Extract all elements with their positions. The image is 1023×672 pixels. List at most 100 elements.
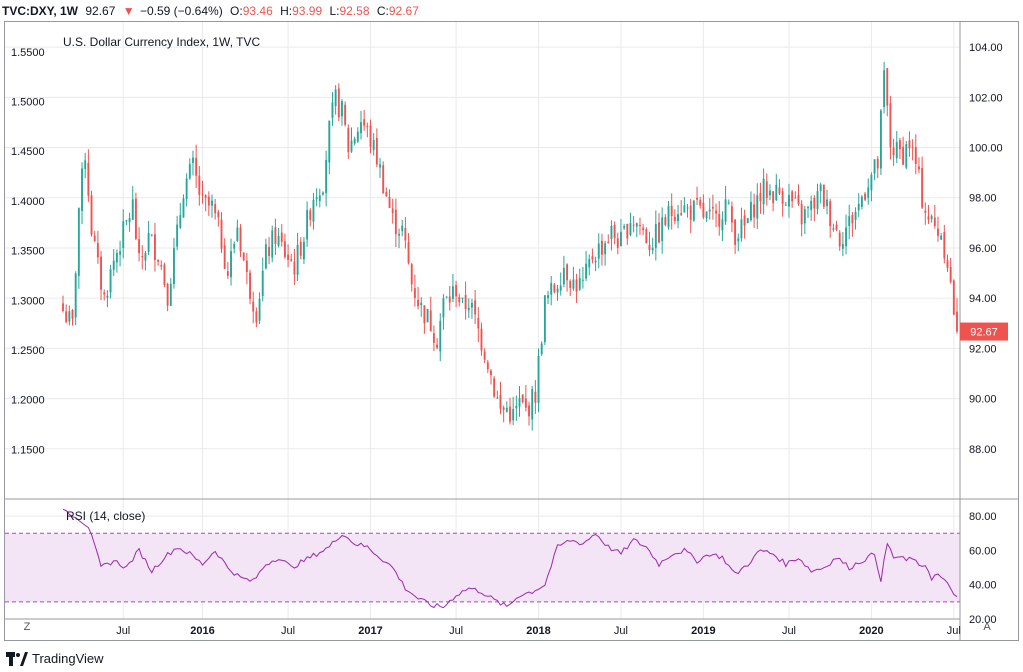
chart-frame: 1.5500 1.5000 1.4500 1.4000 1.3500 1.3000 1.25… xyxy=(4,21,1019,641)
candle xyxy=(436,338,439,350)
candle-body xyxy=(829,201,832,227)
candle xyxy=(157,259,160,266)
last-price-tag xyxy=(960,322,1008,341)
candle xyxy=(134,192,137,241)
candle-body xyxy=(62,303,64,311)
candle-body xyxy=(566,264,569,281)
candle-body xyxy=(426,308,429,323)
candle xyxy=(769,184,771,201)
candle xyxy=(505,401,508,413)
candle-body xyxy=(578,278,581,290)
left-axis-tick: 1.3500 xyxy=(11,246,45,258)
zoom-reset-button[interactable]: Z xyxy=(23,621,31,633)
candle xyxy=(467,298,470,318)
low-value: 92.58 xyxy=(339,4,370,18)
candle xyxy=(429,296,432,332)
candle xyxy=(112,249,115,277)
time-axis[interactable]: Jul 2016 Jul 2017 Jul 2018 Jul 2019 Jul 2020 Jul xyxy=(116,625,961,637)
rsi-axis[interactable]: 80.00 60.00 40.00 20.00 xyxy=(969,511,997,626)
candle xyxy=(62,295,64,313)
candle-body xyxy=(306,210,309,240)
candle xyxy=(927,204,930,224)
candle xyxy=(629,212,632,237)
right-price-axis[interactable]: 104.00 102.00 100.00 98.00 96.00 94.00 92.00 90… xyxy=(969,42,1003,456)
candle-body xyxy=(448,296,451,303)
candle-body xyxy=(131,199,134,220)
candle xyxy=(873,159,876,181)
candle xyxy=(610,220,613,251)
candle xyxy=(109,264,112,299)
candle-body xyxy=(914,147,917,165)
left-axis-tick: 1.4500 xyxy=(11,146,45,158)
candle-body xyxy=(391,208,394,214)
brand-name[interactable]: TradingView xyxy=(32,651,104,666)
candle-body xyxy=(661,217,664,242)
candle-body xyxy=(632,224,635,226)
candle xyxy=(344,101,347,127)
candle xyxy=(252,291,255,324)
candle xyxy=(128,212,131,232)
candle-body xyxy=(160,265,163,267)
candle-body xyxy=(512,408,515,421)
candle xyxy=(556,284,559,301)
candle xyxy=(803,205,806,234)
candle-body xyxy=(952,280,955,315)
candle-body xyxy=(559,285,562,291)
candle xyxy=(613,221,616,245)
candle-body xyxy=(727,202,730,204)
candle-body xyxy=(96,243,99,258)
candle xyxy=(940,233,943,241)
candle-body xyxy=(794,197,797,199)
candle xyxy=(426,308,429,323)
candle-body xyxy=(791,191,794,202)
candle xyxy=(562,255,565,288)
candle-body xyxy=(588,259,591,268)
candle-body xyxy=(283,241,286,258)
candle xyxy=(819,182,822,204)
candle-body xyxy=(261,270,264,297)
candle-body xyxy=(401,225,404,232)
candle-body xyxy=(147,232,150,252)
candle xyxy=(188,158,191,180)
candle-body xyxy=(432,333,435,343)
candle xyxy=(534,380,537,414)
left-axis-tick: 1.5000 xyxy=(11,97,45,109)
candle xyxy=(160,260,163,270)
candle-body xyxy=(192,157,194,163)
auto-scale-button[interactable]: A xyxy=(983,621,991,633)
candle-body xyxy=(772,191,775,204)
symbol-label[interactable]: TVC:DXY, 1W xyxy=(2,4,79,18)
candle-body xyxy=(268,247,271,257)
candle xyxy=(96,230,99,264)
candle xyxy=(921,156,924,210)
candle-body xyxy=(724,199,727,222)
low-label: L: xyxy=(329,4,340,18)
candle-body xyxy=(895,142,898,159)
candle xyxy=(816,183,819,215)
rsi-axis-tick: 20.00 xyxy=(969,614,997,626)
candle xyxy=(81,162,83,225)
candle-body xyxy=(734,219,737,245)
open-label: O: xyxy=(230,4,243,18)
candle-body xyxy=(394,209,397,235)
chart-canvas[interactable]: 1.5500 1.5000 1.4500 1.4000 1.3500 1.3000 1.25… xyxy=(5,22,1018,640)
candle xyxy=(550,275,553,306)
candle xyxy=(347,124,350,159)
candle xyxy=(692,199,695,222)
candle-body xyxy=(705,211,708,219)
candle-body xyxy=(486,362,489,370)
candle xyxy=(341,99,343,126)
rsi-band xyxy=(5,533,960,602)
candle xyxy=(908,131,911,157)
candle xyxy=(87,149,90,202)
candle xyxy=(458,293,461,307)
candle-body xyxy=(93,235,96,242)
right-axis-tick: 104.00 xyxy=(969,42,1003,54)
candle-body xyxy=(575,279,578,292)
candle xyxy=(854,207,857,230)
grid-lines xyxy=(5,22,960,620)
time-axis-tick: 2016 xyxy=(190,625,214,637)
candle xyxy=(366,122,369,138)
candle-body xyxy=(423,305,426,324)
candle xyxy=(211,194,213,218)
